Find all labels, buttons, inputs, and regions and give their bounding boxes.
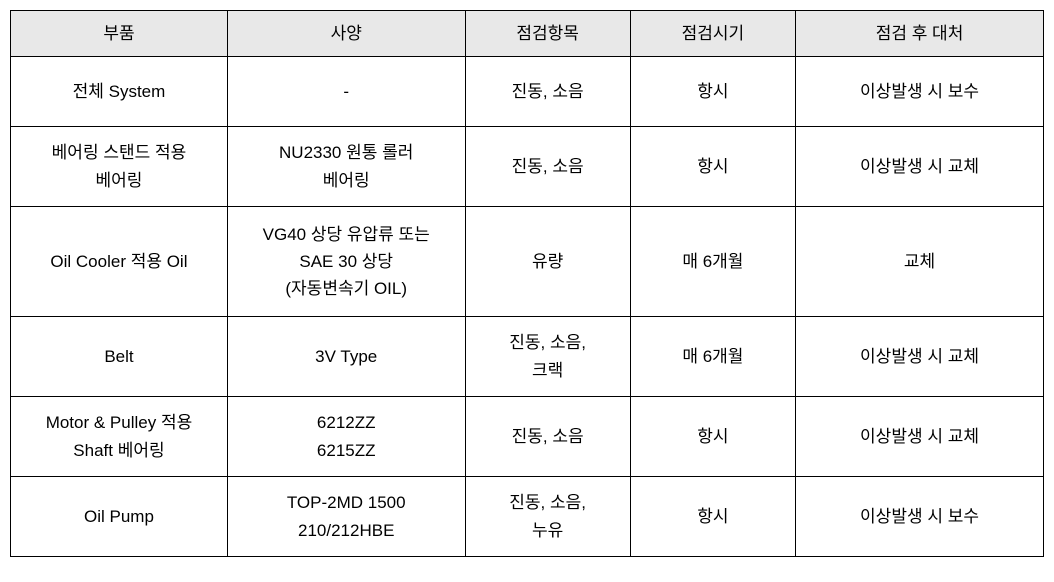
table-row: Belt 3V Type 진동, 소음, 크랙 매 6개월 이상발생 시 교체 [11,317,1044,397]
cell-part: Belt [11,317,228,397]
table-body: 전체 System - 진동, 소음 항시 이상발생 시 보수 베어링 스탠드 … [11,57,1044,557]
cell-action: 교체 [796,207,1044,317]
cell-action: 이상발생 시 교체 [796,317,1044,397]
col-header-part: 부품 [11,11,228,57]
header-row: 부품 사양 점검항목 점검시기 점검 후 대처 [11,11,1044,57]
table-row: Oil Pump TOP-2MD 1500 210/212HBE 진동, 소음,… [11,477,1044,557]
cell-check-time: 매 6개월 [630,317,795,397]
cell-action: 이상발생 시 보수 [796,57,1044,127]
cell-check-item: 진동, 소음, 크랙 [465,317,630,397]
cell-check-time: 항시 [630,397,795,477]
cell-part: 전체 System [11,57,228,127]
maintenance-table: 부품 사양 점검항목 점검시기 점검 후 대처 전체 System - 진동, … [10,10,1044,557]
cell-check-item: 진동, 소음 [465,127,630,207]
col-header-action: 점검 후 대처 [796,11,1044,57]
cell-spec: VG40 상당 유압류 또는 SAE 30 상당 (자동변속기 OIL) [227,207,465,317]
cell-action: 이상발생 시 교체 [796,127,1044,207]
col-header-check-time: 점검시기 [630,11,795,57]
cell-check-item: 유량 [465,207,630,317]
table-row: 베어링 스탠드 적용 베어링 NU2330 원통 롤러 베어링 진동, 소음 항… [11,127,1044,207]
cell-check-time: 항시 [630,57,795,127]
cell-check-item: 진동, 소음, 누유 [465,477,630,557]
cell-action: 이상발생 시 보수 [796,477,1044,557]
cell-spec: TOP-2MD 1500 210/212HBE [227,477,465,557]
cell-part: Oil Pump [11,477,228,557]
cell-part: Motor & Pulley 적용 Shaft 베어링 [11,397,228,477]
cell-part: 베어링 스탠드 적용 베어링 [11,127,228,207]
cell-check-time: 항시 [630,477,795,557]
cell-spec: 6212ZZ 6215ZZ [227,397,465,477]
maintenance-table-container: 부품 사양 점검항목 점검시기 점검 후 대처 전체 System - 진동, … [10,10,1044,557]
table-row: Oil Cooler 적용 Oil VG40 상당 유압류 또는 SAE 30 … [11,207,1044,317]
table-row: 전체 System - 진동, 소음 항시 이상발생 시 보수 [11,57,1044,127]
col-header-spec: 사양 [227,11,465,57]
cell-check-time: 매 6개월 [630,207,795,317]
table-row: Motor & Pulley 적용 Shaft 베어링 6212ZZ 6215Z… [11,397,1044,477]
cell-spec: NU2330 원통 롤러 베어링 [227,127,465,207]
col-header-check-item: 점검항목 [465,11,630,57]
cell-spec: 3V Type [227,317,465,397]
cell-spec: - [227,57,465,127]
cell-check-time: 항시 [630,127,795,207]
cell-check-item: 진동, 소음 [465,57,630,127]
cell-action: 이상발생 시 교체 [796,397,1044,477]
cell-part: Oil Cooler 적용 Oil [11,207,228,317]
table-header: 부품 사양 점검항목 점검시기 점검 후 대처 [11,11,1044,57]
cell-check-item: 진동, 소음 [465,397,630,477]
